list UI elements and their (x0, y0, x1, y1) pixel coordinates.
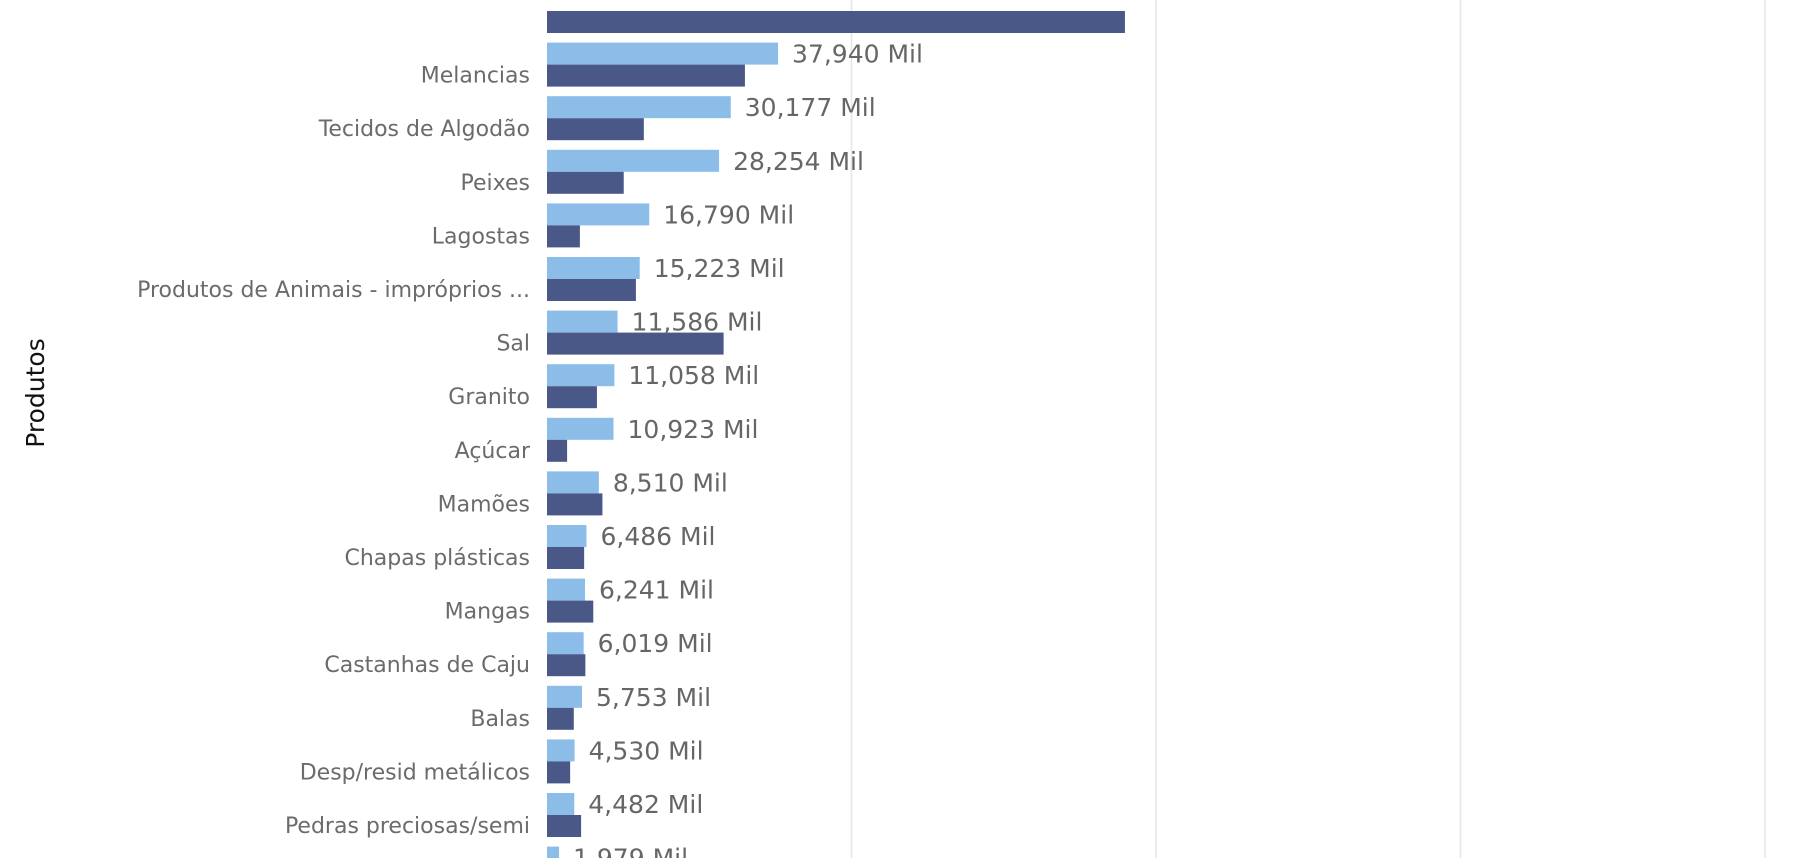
bar-series2 (547, 439, 568, 462)
bar-series2 (547, 707, 574, 730)
bar-series1 (547, 364, 615, 387)
category-label: Balas (470, 707, 530, 732)
bar-series2 (547, 600, 594, 623)
data-label: 8,510 Mil (613, 468, 728, 497)
bar-series2 (547, 815, 582, 837)
bar-series1 (547, 685, 583, 708)
bar-series1 (547, 739, 575, 762)
y-axis-title: Produtos (21, 338, 50, 448)
category-label: Lagostas (432, 224, 530, 249)
bar-series2 (547, 64, 745, 87)
category-label: Mamões (438, 492, 530, 517)
value-labels: 37,940 Mil 30,177 Mil 28,254 Mil 16,790 Mil… (573, 40, 923, 858)
category-label: Produtos de Animais - impróprios ... (137, 278, 530, 303)
category-label: Sal (496, 332, 530, 357)
category-label: Castanhas de Caju (324, 653, 530, 678)
gridlines (850, 0, 1766, 858)
category-label: Peixes (461, 171, 530, 196)
bar-series1 (547, 632, 584, 655)
bar-series1 (547, 257, 640, 279)
data-label: 6,241 Mil (599, 576, 714, 605)
category-labels: Melancias Tecidos de Algodão Peixes Lagosta… (137, 64, 531, 839)
bar-series2 (547, 118, 644, 141)
bar-series1 (547, 42, 779, 65)
bar-series1 (547, 525, 587, 547)
data-label: 37,940 Mil (792, 40, 923, 69)
bar-series2 (547, 225, 580, 248)
bar-series1 (547, 471, 599, 494)
data-label: 4,530 Mil (589, 736, 704, 765)
bars (547, 11, 1125, 858)
bar-series1 (547, 310, 618, 333)
category-label: Mangas (445, 600, 530, 625)
data-label: 16,790 Mil (663, 200, 794, 229)
bar-series2 (547, 171, 624, 194)
data-label: 6,019 Mil (598, 629, 713, 658)
bar-series2 (547, 279, 636, 301)
bar-series2 (547, 761, 571, 784)
bar-series2 (547, 386, 597, 409)
data-label: 15,223 Mil (654, 254, 785, 283)
bar-series1 (547, 793, 575, 815)
category-label: Pedras preciosas/semi (285, 814, 530, 839)
bar-series1 (547, 417, 614, 440)
data-label: 30,177 Mil (745, 93, 876, 122)
bar-series1 (547, 578, 586, 601)
data-label: 6,486 Mil (600, 522, 715, 551)
category-label: Desp/resid metálicos (300, 760, 530, 785)
category-label: Açúcar (455, 439, 531, 464)
bar-series2 (547, 332, 724, 355)
data-label: 1,979 Mil (573, 844, 688, 858)
bar-series2 (547, 11, 1125, 33)
bar-series2 (547, 654, 586, 677)
bar-series1 (547, 846, 560, 858)
bar-series2 (547, 493, 603, 516)
data-label: 10,923 Mil (628, 415, 759, 444)
bar-series1 (547, 96, 731, 119)
category-label: Granito (448, 385, 530, 410)
category-label: Chapas plásticas (345, 546, 531, 571)
data-label: 5,753 Mil (596, 683, 711, 712)
category-label: Melancias (421, 64, 530, 89)
bar-series2 (547, 547, 585, 569)
data-label: 11,058 Mil (628, 361, 759, 390)
category-label: Tecidos de Algodão (318, 117, 530, 142)
bar-series1 (547, 203, 650, 226)
bar-series1 (547, 149, 720, 172)
data-label: 11,586 Mil (632, 308, 763, 337)
data-label: 4,482 Mil (588, 790, 703, 819)
data-label: 28,254 Mil (733, 147, 864, 176)
